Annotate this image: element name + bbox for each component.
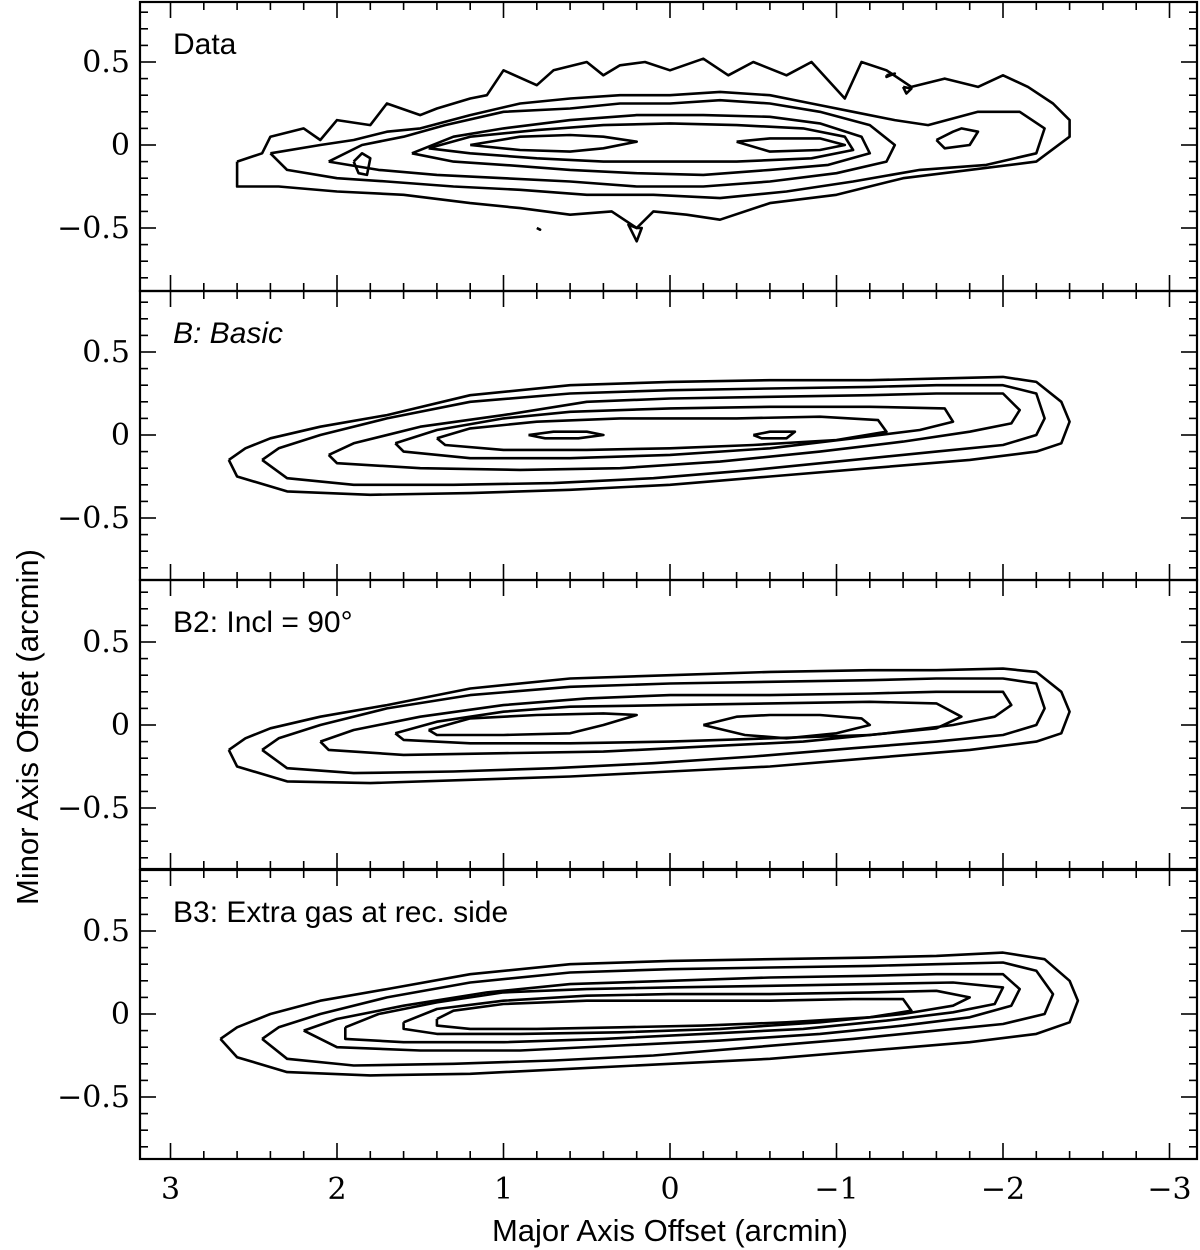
contour-line [343, 981, 1005, 1044]
contour-line [235, 57, 1071, 230]
contour-line [394, 700, 963, 745]
x-tick-label: −2 [981, 1172, 1025, 1207]
panel-0: 0.5 0 −0.5 Data [57, 0, 1199, 293]
contour-line [435, 997, 913, 1031]
y-tick-label: 0 [111, 418, 130, 453]
x-tick-label: 3 [161, 1172, 180, 1207]
contour-line [319, 690, 1013, 757]
contour-line [627, 223, 644, 243]
y-ticks [140, 591, 1197, 859]
y-ticks [140, 301, 1197, 569]
y-ticks [140, 11, 1197, 279]
x-tick-label: 0 [660, 1172, 679, 1207]
x-axis-label: Major Axis Offset (arcmin) [492, 1213, 848, 1248]
contour-line [702, 713, 872, 740]
y-tick-label: 0 [111, 997, 130, 1032]
y-tick-label: 0.5 [82, 45, 130, 80]
y-tick-label: 0.5 [82, 335, 130, 370]
y-tick-label: 0.5 [82, 914, 130, 949]
panel-title: B3: Extra gas at rec. side [173, 896, 508, 929]
panel-1: 0.5 0 −0.5 B: Basic [57, 289, 1199, 582]
contour-set [227, 667, 1071, 785]
panel-title: B: Basic [173, 317, 283, 350]
x-ticks [169, 2, 1171, 291]
y-tick-label: −0.5 [57, 501, 130, 536]
panel-title: Data [173, 28, 237, 61]
contour-line [261, 383, 1046, 487]
contour-line [219, 951, 1080, 1077]
x-tick-label: −3 [1147, 1172, 1191, 1207]
contour-line [885, 72, 897, 79]
x-tick-labels: 3 2 1 0 −1 −2 −3 [161, 1172, 1192, 1207]
contour-line [352, 152, 372, 177]
y-tick-label: 0 [111, 128, 130, 163]
contour-line [227, 667, 1071, 785]
panel-frame [138, 289, 1199, 582]
panel-title: B2: Incl = 90° [173, 606, 353, 639]
x-ticks [169, 580, 1171, 869]
y-ticks [140, 880, 1197, 1148]
contour-line [528, 430, 605, 440]
contour-line [327, 392, 1022, 472]
contour-set [235, 57, 1071, 243]
y-axis-label: Minor Axis Offset (arcmin) [10, 549, 45, 905]
y-tick-label: −0.5 [57, 791, 130, 826]
contour-line [411, 113, 872, 177]
contour-line [261, 961, 1055, 1067]
contour-line [303, 972, 1022, 1052]
y-tick-label: −0.5 [57, 1080, 130, 1115]
contour-line [935, 127, 980, 150]
contour-line [536, 226, 542, 231]
x-ticks [169, 291, 1171, 580]
contour-line [328, 98, 897, 188]
contour-line [269, 90, 1046, 200]
x-tick-label: 2 [327, 1172, 346, 1207]
y-tick-label: 0.5 [82, 625, 130, 660]
contour-line [901, 85, 913, 95]
x-tick-label: 1 [494, 1172, 513, 1207]
contour-line [427, 712, 639, 737]
x-tick-label: −1 [814, 1172, 858, 1207]
contour-line [402, 989, 972, 1036]
y-tick-label: 0 [111, 708, 130, 743]
panels-group: 0.5 0 −0.5 Data 0.5 0 −0.5 B: Basic 0.5 0 −0.5 B2: … [57, 0, 1199, 1161]
contour-line [469, 133, 639, 153]
contour-line [436, 415, 888, 452]
contour-line [227, 375, 1071, 497]
x-ticks [169, 870, 1171, 1159]
contour-line [394, 405, 955, 460]
contour-line [261, 677, 1046, 775]
panel-2: 0.5 0 −0.5 B2: Incl = 90° [57, 578, 1199, 871]
contour-line [752, 430, 797, 440]
contour-line [428, 122, 855, 163]
contour-set [227, 375, 1071, 497]
contour-line [736, 137, 847, 153]
y-tick-label: −0.5 [57, 211, 130, 246]
contour-set [219, 951, 1080, 1077]
panel-3: 0.5 0 −0.5 B3: Extra gas at rec. side [57, 868, 1199, 1161]
